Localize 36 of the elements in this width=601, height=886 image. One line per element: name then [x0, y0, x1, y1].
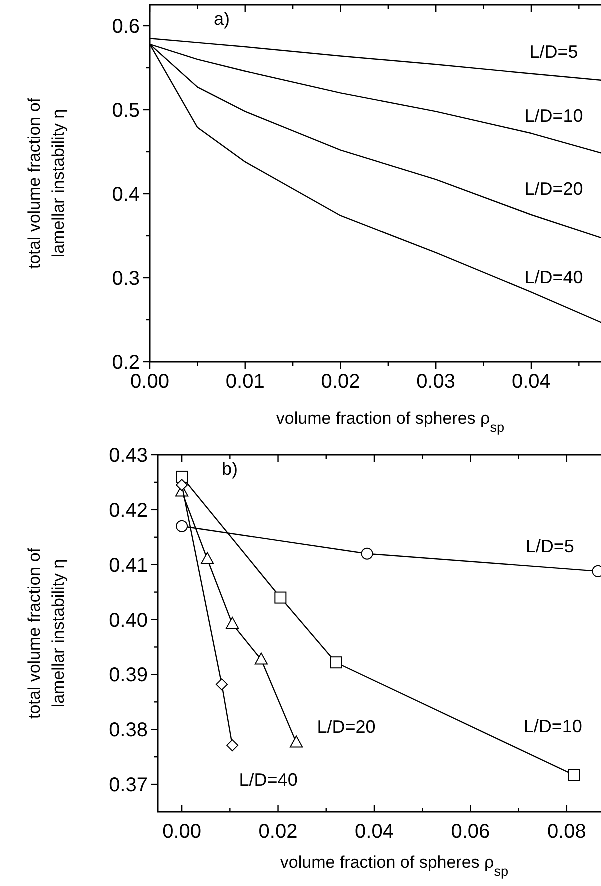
y-tick-label: 0.43 — [109, 445, 148, 467]
series-label: L/D=20 — [524, 178, 584, 199]
x-tick-label: 0.00 — [130, 371, 170, 393]
y-tick-label: 0.5 — [112, 100, 140, 122]
x-tick-label: 0.02 — [258, 821, 298, 843]
x-axis-title: volume fraction of spheres ρ$_{sp}$ — [276, 409, 505, 434]
x-tick-label: 0.06 — [451, 821, 490, 843]
x-tick-label: 0.00 — [162, 821, 202, 843]
y-tick-label: 0.40 — [109, 610, 148, 632]
x-tick-label: 0.04 — [512, 371, 551, 393]
series-label: L/D=10 — [524, 716, 582, 736]
y-axis-title: total volume fraction of lamellar instability η — [25, 548, 68, 720]
y-tick-label: 0.2 — [112, 352, 140, 374]
y-tick-label: 0.3 — [112, 268, 140, 290]
chart-title: b) — [222, 459, 238, 479]
y-axis-title: total volume fraction of lamellar instability η — [25, 98, 68, 270]
y-tick-label: 0.6 — [112, 16, 140, 38]
series-label: L/D=5 — [526, 536, 574, 557]
series-label: L/D=40 — [239, 770, 298, 790]
y-tick-label: 0.42 — [109, 500, 148, 522]
x-tick-label: 0.04 — [355, 821, 394, 843]
x-tick-label: 0.02 — [321, 371, 360, 393]
x-tick-label: 0.08 — [547, 821, 586, 843]
x-tick-label: 0.01 — [226, 371, 265, 393]
series-label: L/D=40 — [524, 268, 584, 288]
y-tick-label: 0.39 — [109, 664, 148, 687]
chart-title: a) — [214, 9, 230, 29]
series-label: L/D=20 — [317, 717, 376, 738]
x-tick-label: 0.03 — [416, 371, 456, 393]
series-label: L/D=10 — [524, 106, 584, 126]
series-label: L/D=5 — [530, 42, 578, 62]
y-tick-label: 0.37 — [109, 774, 148, 797]
x-axis-title: volume fraction of spheres ρ$_{sp}$ — [280, 853, 509, 878]
y-tick-label: 0.4 — [112, 184, 140, 206]
y-tick-label: 0.41 — [109, 554, 148, 577]
y-tick-label: 0.38 — [109, 720, 148, 742]
